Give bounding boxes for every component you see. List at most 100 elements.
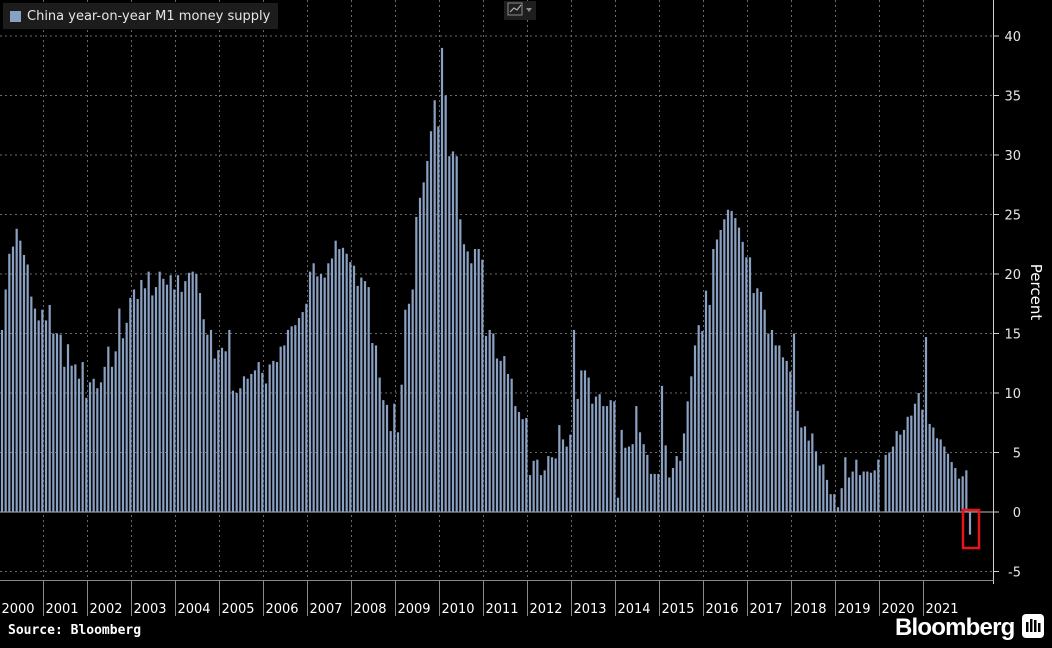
bar — [957, 478, 961, 512]
bar — [283, 345, 286, 512]
bar — [833, 494, 836, 512]
bar — [473, 249, 477, 512]
bar — [796, 410, 799, 512]
bar — [836, 507, 840, 512]
bar — [917, 393, 920, 512]
bar — [382, 400, 385, 512]
bar — [180, 291, 183, 512]
bar — [26, 264, 29, 512]
x-tick-label: 2002 — [89, 602, 122, 617]
bar — [517, 412, 521, 512]
bar — [385, 404, 389, 512]
bar — [264, 383, 268, 512]
bar — [235, 393, 238, 512]
bar — [4, 289, 7, 512]
bar — [682, 433, 686, 512]
bar — [195, 274, 198, 512]
bar — [319, 274, 323, 512]
bar — [825, 479, 829, 512]
bar — [396, 432, 400, 512]
bar — [176, 275, 180, 512]
bar — [536, 459, 539, 512]
bar — [140, 279, 143, 512]
bar — [726, 209, 730, 513]
bar — [503, 356, 506, 512]
bar — [737, 227, 741, 512]
bar — [33, 308, 37, 512]
bar — [807, 440, 810, 512]
bar — [616, 497, 620, 512]
bar — [613, 401, 616, 512]
bar — [492, 333, 495, 512]
bar — [528, 475, 532, 512]
x-tick-label: 2011 — [485, 602, 518, 617]
bar — [668, 477, 671, 512]
bar — [965, 470, 968, 512]
bar — [840, 488, 843, 512]
bar — [921, 409, 924, 512]
bar — [129, 297, 132, 512]
bar — [873, 470, 876, 512]
bar — [429, 131, 433, 512]
bar — [745, 257, 748, 512]
bar — [587, 377, 590, 512]
bar — [561, 439, 565, 512]
bar — [451, 151, 455, 512]
bar — [301, 312, 304, 512]
bar — [580, 370, 583, 512]
bar — [121, 338, 125, 512]
y-tick-label: 20 — [1004, 268, 1021, 283]
bar — [884, 454, 887, 512]
x-tick-label: 2001 — [45, 602, 78, 617]
bar — [598, 394, 601, 512]
bar — [495, 358, 499, 512]
bar — [55, 333, 59, 512]
x-tick-label: 2009 — [397, 602, 430, 617]
x-tick-label: 2016 — [705, 602, 738, 617]
bar — [327, 263, 330, 512]
bar — [253, 370, 257, 512]
bar — [730, 210, 733, 512]
bar — [246, 378, 249, 512]
bar — [411, 289, 414, 512]
bar — [297, 318, 301, 512]
bar — [330, 258, 334, 512]
bar — [481, 259, 484, 512]
bar — [506, 373, 510, 512]
bar — [63, 366, 66, 512]
bar — [323, 277, 326, 512]
bar — [444, 95, 447, 512]
bar — [136, 298, 139, 512]
bar — [103, 366, 106, 512]
bar — [85, 397, 88, 512]
bar — [704, 290, 708, 512]
bar — [338, 249, 341, 512]
bar — [734, 218, 737, 512]
bar — [261, 372, 264, 512]
bar — [0, 329, 4, 512]
bar — [345, 253, 348, 512]
bar — [389, 431, 392, 512]
bar — [257, 362, 260, 512]
bar — [946, 453, 950, 512]
x-tick-label: 2013 — [573, 602, 606, 617]
bar — [653, 473, 656, 512]
bar — [470, 263, 473, 512]
y-tick-label: 0 — [1013, 506, 1021, 521]
bar — [576, 398, 579, 512]
bar — [565, 446, 568, 512]
bar — [418, 197, 422, 512]
bar — [433, 100, 436, 512]
bar — [686, 401, 689, 512]
chart-type-button[interactable] — [504, 1, 536, 20]
bar — [822, 464, 825, 512]
bar — [143, 288, 147, 512]
bar — [906, 416, 909, 512]
axes: -5 0 5 10 15 20 25 30 35 40 2000 2001 2002 2003 2004 20… — [0, 0, 1021, 617]
bar — [30, 296, 33, 512]
terminal-icon — [1022, 614, 1045, 642]
bar — [752, 293, 755, 512]
bar — [158, 271, 161, 512]
bar — [466, 251, 469, 512]
